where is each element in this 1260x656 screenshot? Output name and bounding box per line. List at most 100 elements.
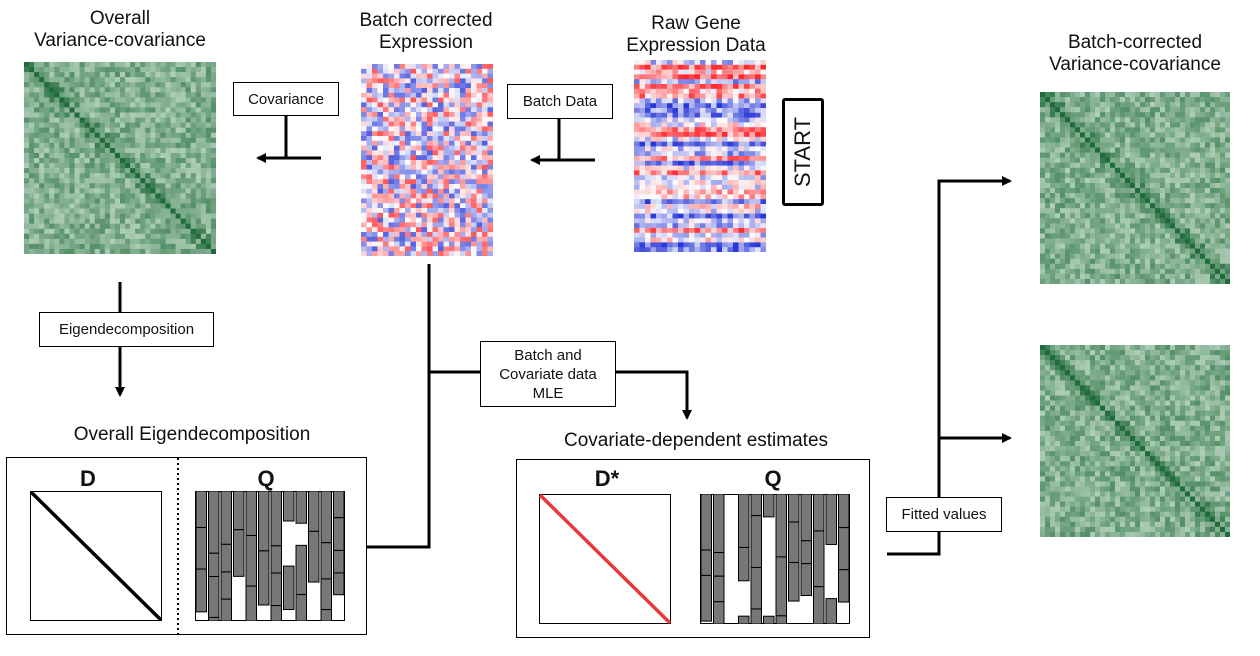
heatmap-cell <box>109 223 116 230</box>
heatmap-cell <box>94 208 101 214</box>
heatmap-cell <box>69 198 75 204</box>
heatmap-cell <box>1145 188 1151 194</box>
heatmap-cell <box>49 122 55 128</box>
heatmap-cell <box>1160 223 1166 229</box>
heatmap-cell <box>482 227 488 233</box>
heatmap-cell <box>1150 137 1156 143</box>
heatmap-cell <box>645 69 651 75</box>
heatmap-cell <box>130 233 136 240</box>
heatmap-cell <box>165 82 171 88</box>
heatmap-cell <box>175 147 181 154</box>
heatmap-cell <box>722 60 728 66</box>
heatmap-cell <box>150 82 156 88</box>
heatmap-cell <box>722 160 728 166</box>
heatmap-cell <box>1140 117 1146 123</box>
heatmap-cell <box>421 73 428 79</box>
heatmap-cell <box>1105 365 1111 371</box>
heatmap-cell <box>744 170 750 176</box>
heatmap-cell <box>1040 172 1046 179</box>
heatmap-cell <box>1220 132 1226 138</box>
heatmap-cell <box>410 112 417 118</box>
heatmap-cell <box>705 64 712 70</box>
heatmap-cell <box>125 112 131 118</box>
heatmap-cell <box>69 173 75 179</box>
heatmap-cell <box>449 145 455 151</box>
heatmap-cell <box>634 103 640 109</box>
heatmap-cell <box>200 87 207 93</box>
heatmap-cell <box>694 218 701 224</box>
heatmap-cell <box>84 203 90 209</box>
heatmap-cell <box>1060 117 1066 123</box>
overall-vc-title: Overall Variance-covariance <box>34 8 206 51</box>
heatmap-cell <box>1215 198 1221 204</box>
heatmap-cell <box>1090 167 1096 174</box>
heatmap-cell <box>449 121 455 127</box>
heatmap-cell <box>1090 92 1096 98</box>
heatmap-cell <box>361 227 367 233</box>
heatmap-cell <box>1110 258 1116 265</box>
heatmap-cell <box>372 145 378 151</box>
heatmap-cell <box>661 74 668 80</box>
heatmap-cell <box>716 247 723 252</box>
heatmap-cell <box>140 87 146 93</box>
heatmap-cell <box>438 193 444 199</box>
heatmap-cell <box>1080 273 1086 280</box>
heatmap-cell <box>1125 167 1131 174</box>
heatmap-cell <box>1115 92 1121 98</box>
heatmap-cell <box>94 193 101 199</box>
heatmap-cell <box>170 228 176 235</box>
heatmap-cell <box>744 136 750 142</box>
heatmap-cell <box>170 147 176 154</box>
heatmap-cell <box>190 122 197 128</box>
heatmap-cell <box>449 188 455 194</box>
heatmap-cell <box>634 170 640 176</box>
heatmap-cell <box>1155 350 1161 356</box>
heatmap-cell <box>694 112 701 118</box>
heatmap-cell <box>1090 188 1096 194</box>
heatmap-cell <box>84 158 90 164</box>
heatmap-cell <box>449 164 455 170</box>
heatmap-cell <box>394 150 400 156</box>
heatmap-cell <box>120 173 126 179</box>
heatmap-cell <box>54 82 60 88</box>
heatmap-cell <box>1210 208 1216 214</box>
heatmap-cell <box>700 127 706 133</box>
heatmap-cell <box>1110 360 1116 366</box>
heatmap-cell <box>54 188 60 194</box>
heatmap-cell <box>650 160 657 166</box>
heatmap-cell <box>34 102 40 108</box>
heatmap-cell <box>1060 238 1066 244</box>
heatmap-cell <box>1225 253 1230 260</box>
heatmap-cell <box>639 93 646 99</box>
heatmap-cell <box>465 169 472 175</box>
heatmap-cell <box>175 158 181 164</box>
heatmap-cell <box>1120 162 1126 169</box>
heatmap-cell <box>210 198 216 204</box>
heatmap-cell <box>460 160 466 166</box>
heatmap-cell <box>1060 188 1066 194</box>
heatmap-cell <box>140 97 146 103</box>
heatmap-cell <box>185 198 192 204</box>
heatmap-cell <box>89 213 96 219</box>
heatmap-cell <box>1150 273 1156 280</box>
heatmap-cell <box>727 242 734 248</box>
heatmap-cell <box>1160 273 1166 280</box>
heatmap-cell <box>1110 238 1116 244</box>
heatmap-cell <box>89 198 96 204</box>
heatmap-cell <box>667 98 673 104</box>
heatmap-cell <box>165 183 171 189</box>
heatmap-cell <box>634 146 640 152</box>
heatmap-cell <box>59 163 65 169</box>
heatmap-cell <box>1135 253 1141 260</box>
heatmap-cell <box>1125 157 1131 164</box>
heatmap-cell <box>421 188 428 194</box>
heatmap-cell <box>661 151 668 157</box>
heatmap-cell <box>94 72 101 78</box>
heatmap-cell <box>372 73 378 79</box>
heatmap-cell <box>49 67 55 73</box>
heatmap-cell <box>180 173 186 179</box>
heatmap-cell <box>1060 198 1066 204</box>
heatmap-cell <box>645 60 651 66</box>
heatmap-cell <box>150 132 156 139</box>
heatmap-cell <box>1175 147 1181 153</box>
